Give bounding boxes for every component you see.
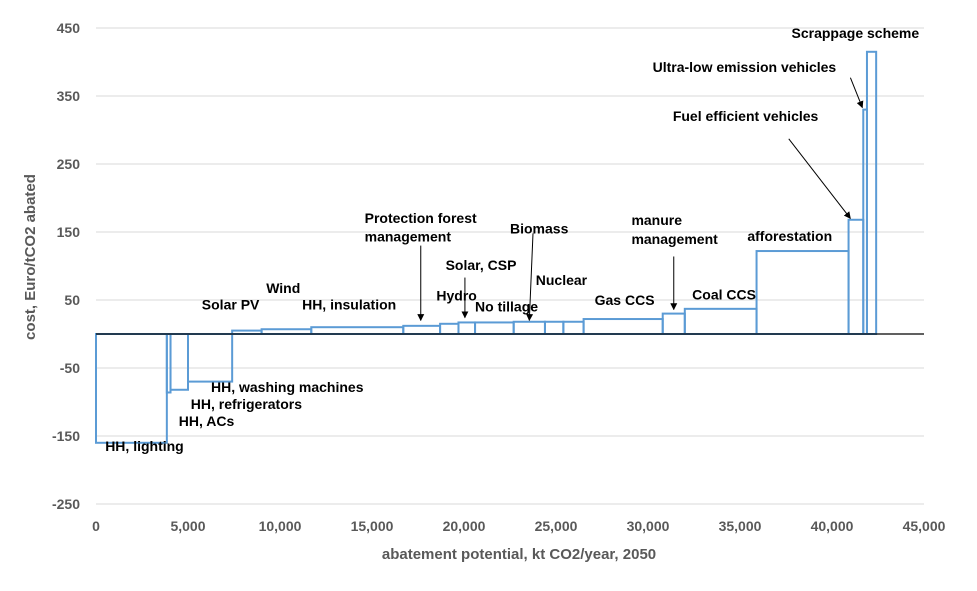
y-tick-label: 150	[57, 224, 81, 240]
x-tick-label: 30,000	[627, 518, 670, 534]
annotation-label: HH, lighting	[105, 438, 184, 454]
x-tick-label: 0	[92, 518, 100, 534]
x-tick-label: 10,000	[259, 518, 302, 534]
annotation-label: HH, insulation	[302, 297, 396, 313]
y-tick-label: 50	[64, 292, 80, 308]
x-tick-label: 45,000	[903, 518, 946, 534]
annotation-arrow	[788, 138, 851, 219]
y-tick-label: -250	[52, 496, 80, 512]
x-tick-label: 25,000	[535, 518, 578, 534]
annotation-label: afforestation	[747, 228, 832, 244]
annotation-arrow	[849, 77, 864, 109]
annotation-label: Ultra-low emission vehicles	[653, 59, 837, 75]
y-axis-ticks: -250 -150 -50 50 150 250 350 450	[52, 20, 80, 512]
annotation-label: HH, washing machines	[211, 379, 364, 395]
annotation-label: management	[631, 231, 718, 247]
annotation-label: Solar, CSP	[446, 257, 517, 273]
y-tick-label: 350	[57, 88, 81, 104]
gridlines	[96, 27, 924, 505]
annotation-label: No tillage	[475, 299, 538, 315]
y-axis-title: cost, Euro/tCO2 abated	[22, 174, 39, 340]
annotation-arrow	[526, 233, 534, 322]
annotation-label: Biomass	[510, 220, 569, 236]
x-tick-label: 40,000	[811, 518, 854, 534]
annotation-label: Wind	[266, 280, 300, 296]
annotation-label: HH, ACs	[179, 413, 235, 429]
annotation-label: Coal CCS	[692, 286, 756, 302]
y-tick-label: -150	[52, 428, 80, 444]
annotation-arrows	[417, 77, 864, 322]
annotation-label: manure	[631, 212, 682, 228]
x-tick-label: 20,000	[443, 518, 486, 534]
x-tick-label: 5,000	[170, 518, 205, 534]
annotation-label: HH, refrigerators	[191, 396, 302, 412]
x-axis-title: abatement potential, kt CO2/year, 2050	[382, 546, 656, 563]
annotation-label: Scrappage scheme	[792, 25, 920, 41]
annotation-label: Solar PV	[202, 297, 260, 313]
x-tick-label: 15,000	[351, 518, 394, 534]
annotation-label: Fuel efficient vehicles	[673, 108, 819, 124]
y-tick-label: -50	[60, 360, 80, 376]
y-tick-label: 250	[57, 156, 81, 172]
x-tick-label: 35,000	[719, 518, 762, 534]
annotation-label: management	[365, 229, 452, 245]
annotation-label: Hydro	[436, 288, 476, 304]
annotation-label: Nuclear	[536, 272, 588, 288]
x-axis-ticks: 0 5,000 10,000 15,000 20,000 25,000 30,000 35,0…	[92, 518, 946, 534]
annotation-label: Protection forest	[365, 210, 477, 226]
annotation-label: Gas CCS	[595, 292, 655, 308]
y-tick-label: 450	[57, 20, 81, 36]
